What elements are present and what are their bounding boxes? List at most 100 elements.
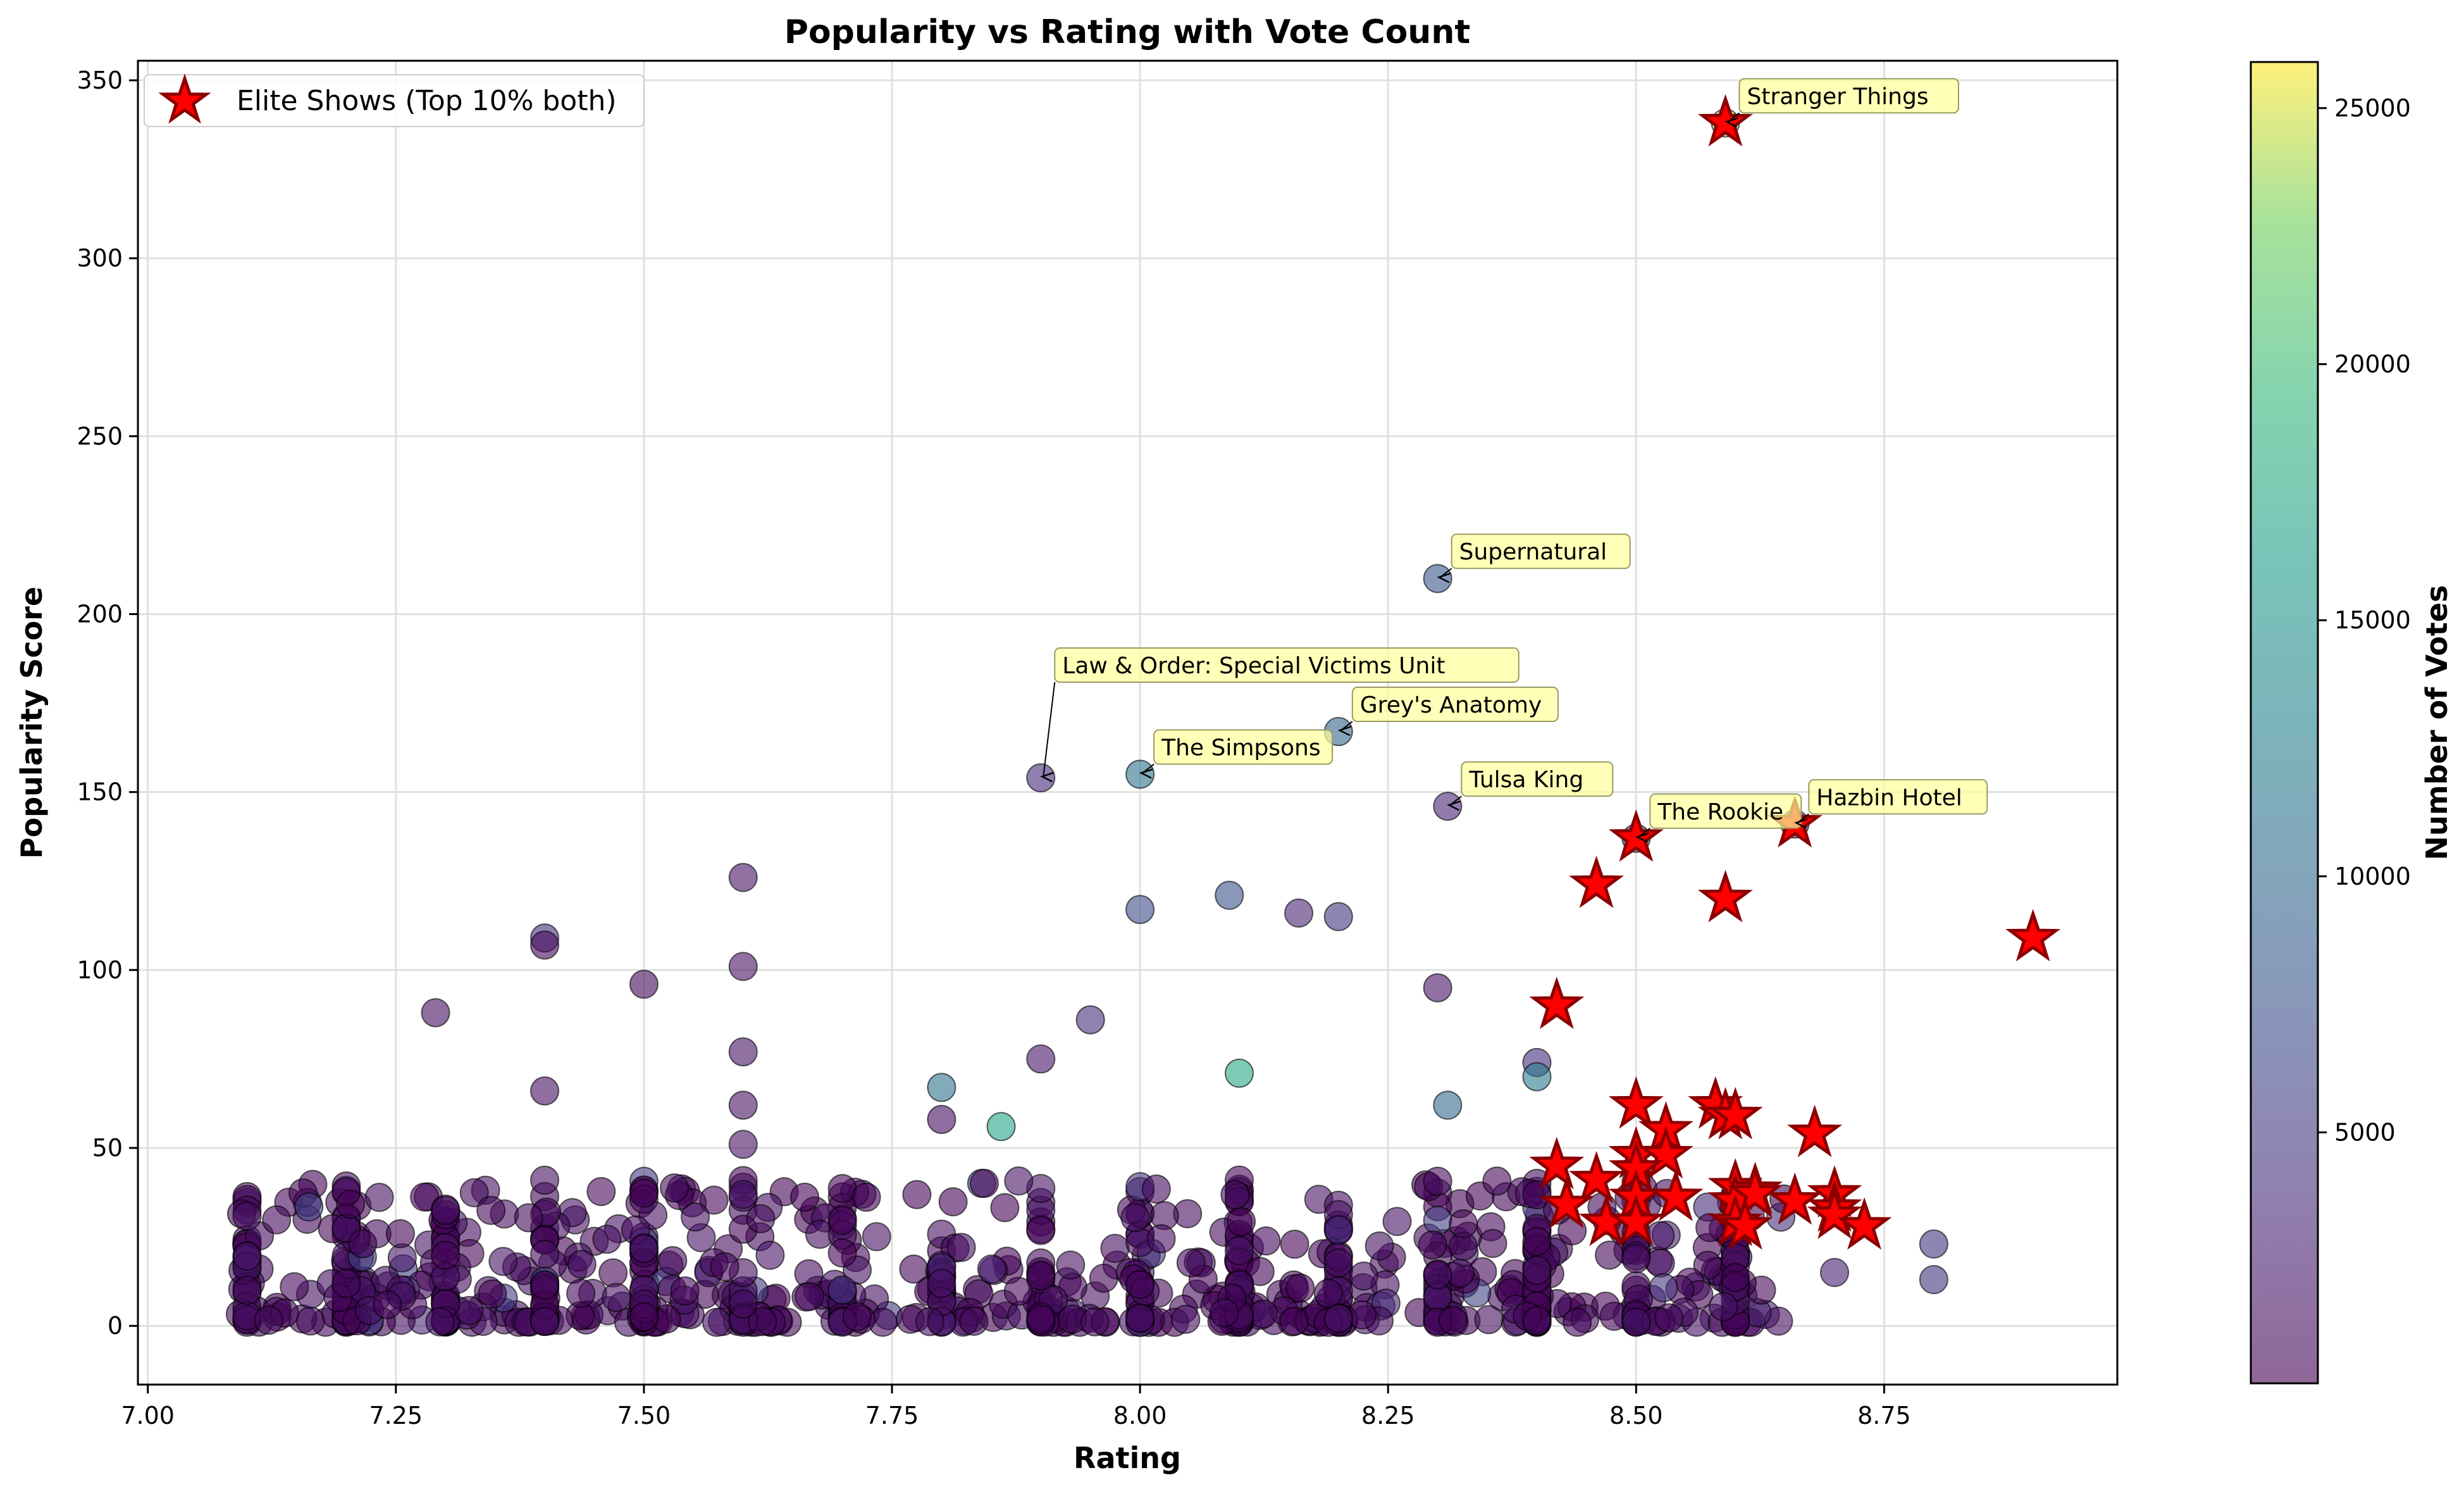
data-point — [1220, 1180, 1250, 1209]
data-point — [364, 1183, 394, 1212]
x-tick-label: 7.75 — [865, 1402, 919, 1430]
data-point — [1449, 1209, 1478, 1238]
data-point — [232, 1241, 262, 1271]
data-point — [728, 1090, 758, 1120]
data-point — [938, 1187, 968, 1217]
data-point — [842, 1302, 872, 1331]
data-point — [1522, 1226, 1552, 1256]
x-tick-label: 7.00 — [121, 1402, 175, 1430]
annotation-arrow — [1139, 768, 1153, 779]
elite-star — [1697, 94, 1754, 147]
data-point — [598, 1258, 628, 1288]
data-point — [748, 1307, 777, 1336]
colorbar-tick-label: 25000 — [2334, 94, 2411, 122]
elite-star — [1718, 1197, 1773, 1250]
annotation-label: Stranger Things — [1747, 84, 1928, 109]
data-point — [530, 1076, 560, 1106]
data-point — [1284, 898, 1314, 928]
annotation-arrow — [1437, 573, 1451, 583]
x-tick-label: 7.25 — [369, 1402, 423, 1430]
data-point — [1125, 895, 1155, 925]
annotation-label: Supernatural — [1459, 539, 1607, 565]
legend-star-icon — [158, 73, 211, 124]
y-tick-label: 300 — [77, 244, 123, 272]
grid — [138, 61, 2117, 1385]
data-point — [1026, 1216, 1056, 1245]
y-axis: 0 50 100 150 200 250 300 350 — [77, 66, 138, 1340]
annotation-box — [1451, 533, 1631, 570]
data-point — [280, 1272, 309, 1302]
data-point — [1820, 1257, 1849, 1287]
data-point — [728, 1130, 758, 1159]
data-point — [1313, 1278, 1343, 1308]
data-point — [746, 1204, 776, 1233]
chart-title: Popularity vs Rating with Vote Count — [784, 13, 1470, 51]
data-point — [1522, 1062, 1552, 1092]
elite-star — [1608, 809, 1664, 862]
elite-star — [1767, 1172, 1823, 1225]
annotation: Law & Order: Special Victims Unit — [1040, 647, 1520, 783]
colorbar-gradient — [2250, 61, 2319, 1385]
data-point — [1251, 1226, 1281, 1256]
data-point — [977, 1254, 1006, 1284]
data-point — [728, 1289, 758, 1319]
data-point — [1026, 1304, 1056, 1334]
data-point — [728, 1180, 758, 1209]
x-tick-label: 7.50 — [617, 1402, 671, 1430]
data-point — [1245, 1257, 1275, 1287]
elite-star — [1697, 869, 1753, 923]
data-point — [336, 1189, 366, 1219]
annotation: The Rookie — [1635, 793, 1802, 843]
data-point — [1645, 1248, 1675, 1278]
data-point — [1418, 1230, 1447, 1260]
data-point — [681, 1202, 710, 1232]
data-point — [1423, 1260, 1452, 1290]
x-axis: 7.00 7.25 7.50 7.75 8.00 8.25 8.50 8.75 — [121, 1385, 1911, 1430]
data-point — [1026, 763, 1056, 793]
data-point — [927, 1269, 957, 1299]
scatter-points — [225, 108, 1948, 1337]
data-point — [1423, 973, 1452, 1002]
data-point — [1125, 1270, 1155, 1300]
annotation-box — [1808, 779, 1988, 815]
data-point — [699, 1185, 729, 1215]
colorbar-ticks: 5000 10000 15000 20000 25000 — [2318, 94, 2411, 1146]
annotation: Stranger Things — [1724, 78, 1959, 128]
data-point — [530, 1270, 560, 1300]
annotation: Supernatural — [1437, 533, 1631, 583]
data-point — [728, 952, 758, 981]
annotation-box — [1649, 793, 1802, 829]
data-point — [1285, 1273, 1315, 1303]
data-point — [421, 998, 450, 1028]
data-point — [1125, 1303, 1155, 1333]
x-tick-label: 8.75 — [1857, 1402, 1911, 1430]
data-point — [1323, 1304, 1353, 1333]
data-point — [1478, 1228, 1507, 1258]
y-tick-label: 100 — [77, 956, 123, 984]
data-point — [702, 1307, 731, 1337]
data-point — [385, 1219, 415, 1249]
data-point — [431, 1195, 461, 1225]
elite-star — [1569, 856, 1625, 908]
annotation-label: The Simpsons — [1161, 735, 1321, 761]
data-point — [1919, 1265, 1948, 1295]
data-point — [1323, 1215, 1353, 1245]
data-point — [658, 1246, 688, 1276]
data-point — [1003, 1276, 1033, 1306]
data-point — [232, 1201, 262, 1231]
plot-frame — [137, 59, 2119, 1386]
data-point — [851, 1182, 881, 1212]
data-point — [1365, 1231, 1394, 1261]
data-point — [827, 1206, 857, 1235]
data-point — [232, 1276, 262, 1305]
y-tick-label: 0 — [108, 1312, 123, 1340]
colorbar-tick-label: 5000 — [2334, 1118, 2396, 1146]
data-point — [348, 1229, 378, 1259]
elite-star — [1836, 1197, 1892, 1250]
x-tick-label: 8.25 — [1361, 1402, 1415, 1430]
colorbar-tick-label: 10000 — [2334, 863, 2411, 890]
data-point — [567, 1249, 597, 1279]
annotation-arrow — [1447, 800, 1461, 811]
data-point — [1141, 1174, 1171, 1204]
